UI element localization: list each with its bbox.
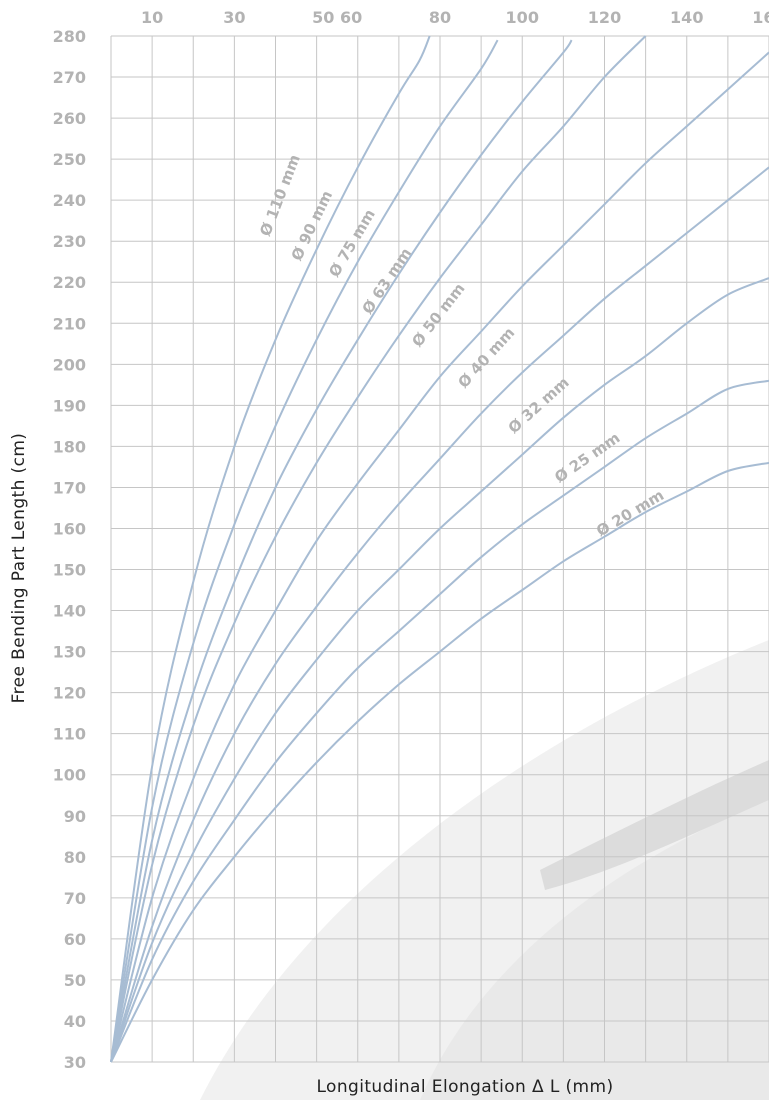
y-tick-label: 30 [64,1053,86,1072]
x-tick-label: 100 [506,8,539,27]
y-tick-label: 220 [53,273,86,292]
x-tick-label: 160 [752,8,769,27]
grid [110,35,769,1063]
y-tick-label: 40 [64,1012,86,1031]
y-tick-label: 230 [53,232,86,251]
y-tick-label: 240 [53,191,86,210]
series-line [110,51,769,1063]
series-line [110,39,573,1063]
x-tick-label: 10 [141,8,163,27]
y-tick-label: 140 [53,602,86,621]
x-tick-label: 30 [223,8,245,27]
y-tick-label: 180 [53,437,86,456]
y-tick-label: 100 [53,766,86,785]
y-tick-label: 90 [64,807,86,826]
series-label: Ø 40 mm [454,324,518,392]
series-label: Ø 50 mm [408,280,468,351]
y-tick-label: 60 [64,930,86,949]
curves [110,35,769,1063]
x-axis-title: Longitudinal Elongation Δ L (mm) [316,1077,613,1097]
y-tick-label: 210 [53,314,86,333]
series-line [110,35,647,1063]
series-line [110,166,769,1063]
y-tick-label: 200 [53,355,86,374]
y-tick-label: 250 [53,150,86,169]
y-tick-label: 170 [53,478,86,497]
y-tick-label: 120 [53,684,86,703]
background-swoosh [200,640,769,1100]
series-line [110,39,499,1063]
y-tick-label: 110 [53,725,86,744]
x-tick-label: 120 [588,8,621,27]
y-tick-label: 260 [53,109,86,128]
y-tick-label: 150 [53,561,86,580]
series-line [110,379,769,1063]
y-tick-label: 190 [53,396,86,415]
y-tick-label: 70 [64,889,86,908]
y-tick-label: 50 [64,971,86,990]
series-label: Ø 63 mm [358,245,415,318]
series-line [110,461,769,1063]
curve-labels: Ø 110 mmØ 90 mmØ 75 mmØ 63 mmØ 50 mmØ 40… [256,152,667,540]
series-label: Ø 110 mm [256,152,304,239]
y-axis-title: Free Bending Part Length (cm) [9,433,29,704]
y-tick-label: 270 [53,68,86,87]
y-tick-label: 130 [53,643,86,662]
series-line [110,35,431,1063]
x-tick-label: 80 [429,8,451,27]
series-line [110,277,769,1063]
x-tick-labels: 10 30 50 60 80 100 120 140 160 [141,8,769,27]
y-tick-label: 280 [53,27,86,46]
x-tick-label: 140 [670,8,703,27]
x-tick-label: 50 60 [312,8,362,27]
y-tick-label: 160 [53,519,86,538]
y-tick-labels: 280 270 260 250 240 230 220 210 200 190 180 170 160 1… [53,27,86,1072]
y-tick-label: 80 [64,848,86,867]
